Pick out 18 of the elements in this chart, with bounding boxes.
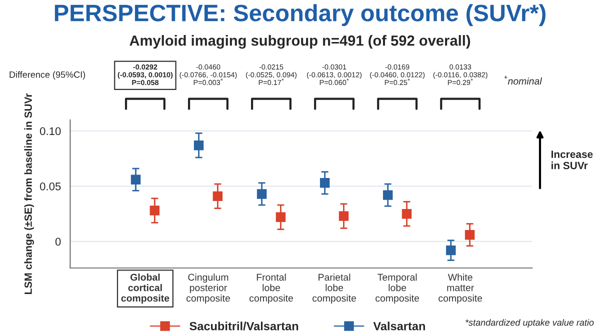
x-tick-label: White matter composite	[438, 274, 482, 304]
x-tick-label: Global cortical composite	[121, 274, 170, 304]
text: Increase in SUVr	[551, 150, 593, 170]
y-axis-title: LSM change (±SE) from baseline in SUVr	[24, 93, 34, 294]
y-tick-label: 0.10	[40, 127, 61, 136]
legend-label: Valsartan	[373, 322, 425, 330]
text: $^{*}$nominal	[504, 76, 542, 85]
text: *standardized uptake value ratio	[466, 319, 594, 328]
x-tick-label: Temporal lobe composite	[376, 274, 420, 304]
legend-label: Sacubitril/Valsartan	[190, 322, 298, 330]
x-tick-label: Cingulum posterior composite	[186, 274, 230, 304]
y-tick-label: 0.05	[40, 182, 61, 190]
x-tick-label: Parietal lobe composite	[312, 274, 356, 304]
chart-title: PERSPECTIVE: Secondary outcome (SUVr*)	[54, 4, 546, 26]
x-tick-label: Frontal lobe composite	[250, 274, 293, 304]
chart-subtitle: Amyloid imaging subgroup n=491 (of 592 overall)	[130, 35, 470, 49]
y-tick-label: 0	[55, 238, 61, 246]
text: Difference (95%CI)	[10, 71, 86, 80]
